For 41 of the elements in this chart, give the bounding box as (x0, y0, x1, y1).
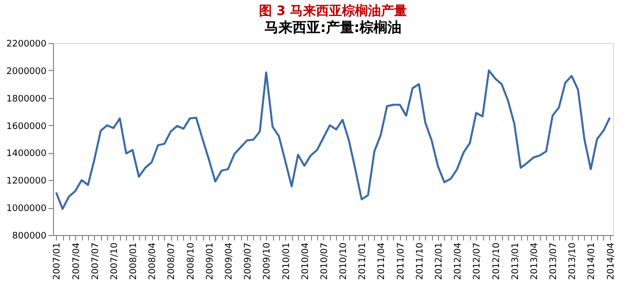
x-tick-label: 2012/07 (472, 242, 483, 280)
y-tick-label: 1400000 (6, 149, 47, 160)
x-tick-label: 2011/01 (358, 242, 368, 280)
x-tick-label: 2010/07 (320, 242, 330, 280)
x-tick-label: 2009/07 (244, 242, 254, 280)
y-tick-label: 1600000 (6, 122, 47, 132)
x-tick-label: 2014/04 (606, 242, 616, 280)
y-tick-label: 800000 (12, 232, 47, 242)
x-tick-label: 2011/10 (415, 242, 426, 280)
x-tick-label: 2009/04 (224, 242, 234, 280)
chart-title: 图 3 马来西亚棕榈油产量 (258, 3, 408, 19)
x-tick-label: 2008/04 (148, 242, 158, 280)
x-tick-label: 2009/10 (262, 242, 273, 280)
x-tick-label: 2013/04 (530, 242, 540, 280)
x-tick-label: 2008/01 (129, 242, 140, 280)
x-tick-label: 2012/01 (434, 242, 444, 280)
x-tick-label: 2013/07 (549, 242, 560, 280)
x-tick-label: 2012/04 (454, 242, 464, 280)
x-tick-label: 2012/10 (492, 242, 502, 280)
x-tick-label: 2007/10 (110, 242, 120, 280)
x-tick-label: 2013/01 (510, 242, 521, 280)
x-tick-label: 2010/10 (339, 242, 350, 280)
x-tick-label: 2013/10 (568, 242, 578, 280)
y-tick-label: 1000000 (6, 204, 47, 214)
x-tick-label: 2007/01 (52, 242, 63, 280)
x-tick-label: 2009/01 (205, 242, 216, 280)
x-tick-label: 2007/04 (72, 242, 82, 280)
x-tick-label: 2010/04 (300, 242, 311, 280)
y-tick-label: 1200000 (6, 176, 47, 187)
x-tick-label: 2011/07 (396, 242, 406, 280)
x-tick-label: 2007/07 (90, 242, 101, 280)
x-tick-label: 2014/01 (587, 242, 598, 280)
x-tick-label: 2010/01 (282, 242, 292, 280)
chart-subtitle: 马来西亚:产量:棕榈油 (264, 19, 402, 36)
line-series (55, 69, 611, 210)
x-tick-label: 2008/10 (186, 242, 196, 280)
y-tick-label: 2000000 (6, 66, 47, 77)
y-tick-label: 1800000 (6, 94, 47, 104)
x-tick-label: 2008/07 (167, 242, 178, 280)
y-tick-label: 2200000 (6, 40, 47, 50)
x-tick-label: 2011/04 (377, 242, 388, 280)
